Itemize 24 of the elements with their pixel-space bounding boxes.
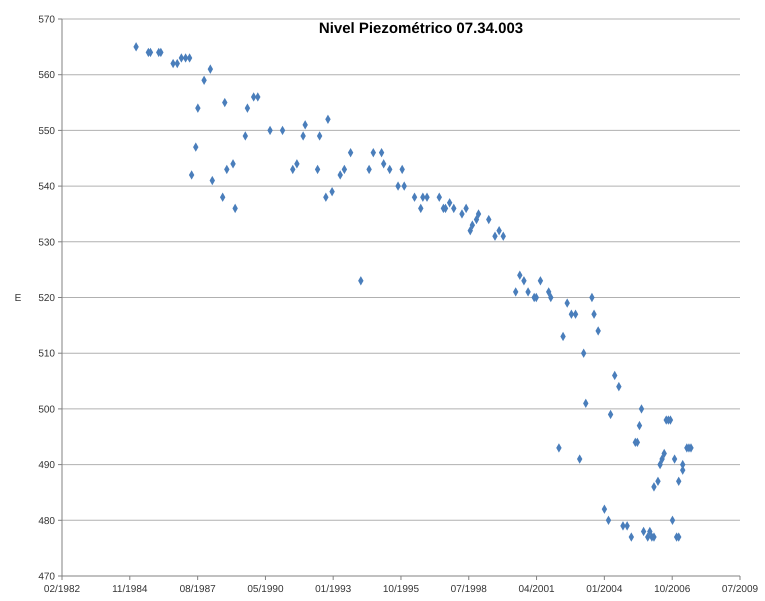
y-tick-label: 520 (38, 293, 56, 304)
x-tick-label: 02/1982 (44, 584, 81, 595)
x-tick-label: 07/2009 (722, 584, 759, 595)
y-tick-label: 570 (38, 14, 56, 26)
chart-title: Nivel Piezométrico 07.34.003 (318, 20, 524, 37)
y-tick-label: 470 (38, 572, 56, 582)
x-tick-label: 10/2006 (654, 584, 691, 595)
y-tick-label: 480 (38, 516, 56, 527)
x-tick-label: 01/1993 (315, 584, 352, 595)
x-tick-label: 07/1998 (450, 584, 488, 595)
y-tick-label: 560 (38, 70, 56, 82)
x-tick-label: 01/2004 (586, 584, 623, 595)
y-tick-label: 540 (38, 182, 56, 193)
y-tick-label: 490 (38, 460, 56, 472)
y-tick-label: 550 (38, 126, 56, 137)
x-tick-label: 10/1995 (382, 584, 420, 595)
y-tick-label: 510 (38, 348, 56, 360)
x-tick-label: 11/1984 (112, 584, 148, 595)
x-tick-label: 04/2001 (518, 584, 556, 595)
y-tick-label: 530 (38, 237, 56, 248)
y-axis-title: E (14, 293, 22, 304)
x-tick-label: 08/1987 (180, 584, 216, 595)
x-tick-label: 05/1990 (247, 584, 284, 595)
y-tick-label: 500 (38, 404, 56, 416)
